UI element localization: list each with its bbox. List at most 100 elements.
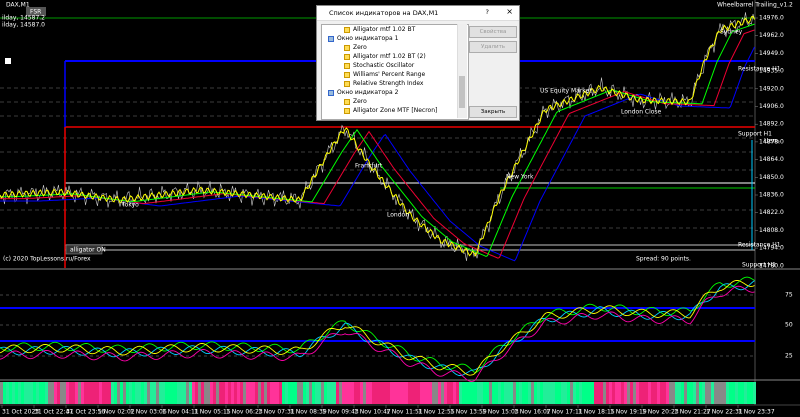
tree-item[interactable]: Окно индикатора 2 [322,88,468,97]
zone-bar [687,382,690,404]
zone-bar [87,382,90,404]
zone-bar [708,382,711,404]
zone-bar [117,382,120,404]
zone-bar [663,382,666,404]
zone-bar [678,382,681,404]
zone-bar [693,382,696,404]
zone-bar [546,382,549,404]
zone-bar [531,382,534,404]
white-marker [5,58,11,64]
time-label: 1 Nov 06:23 [226,409,263,416]
zone-bar [558,382,561,404]
zone-bar [51,382,54,404]
badge: FSR [30,9,41,16]
properties-button[interactable]: Свойства [469,26,517,38]
tree-item[interactable]: Williams' Percent Range [322,70,468,79]
zone-bar [579,382,582,404]
symbol: DAX,M1 [6,2,30,9]
zone-bar [123,382,126,404]
zone-bar [153,382,156,404]
zone-bar [537,382,540,404]
zone-bar [591,382,594,404]
zone-bar [150,382,153,404]
zone-bar [690,382,693,404]
tree-item[interactable]: Zero [322,97,468,106]
zone-bar [525,382,528,404]
zone-bar [285,382,288,404]
item-label: Zero [353,44,367,51]
zone-bar [372,382,375,404]
zone-bar [456,382,459,404]
zone-bar [360,382,363,404]
tree-item[interactable]: Stochastic Oscillator [322,61,468,70]
zone-bar [210,382,213,404]
item-icon [328,89,334,96]
zone-bar [390,382,393,404]
time-label: 31 Oct 23:56 [66,409,105,416]
zone-bar [621,382,624,404]
zone-bar [147,382,150,404]
zone-bar [183,382,186,404]
zone-bar [228,382,231,404]
zone-bar [21,382,24,404]
zone-bar [606,382,609,404]
session-label: Sydney [720,29,743,36]
zone-bar [444,382,447,404]
zone-bar [465,382,468,404]
zone-bar [744,382,747,404]
zone-bar [351,382,354,404]
zone-bar [12,382,15,404]
zone-bar [555,382,558,404]
zone-bar [303,382,306,404]
zone-bar [96,382,99,404]
zone-bar [129,382,132,404]
price-label: 14906.0 [759,103,784,110]
time-label: 1 Nov 04:11 [162,409,199,416]
time-label: 31 Oct 22:47 [34,409,73,416]
tree-item[interactable]: Alligator mtf 1.02 BT [322,25,468,34]
zone-bar [159,382,162,404]
zone-bar [168,382,171,404]
zone-bar [81,382,84,404]
zone-bar [339,382,342,404]
zone-bar [267,382,270,404]
zone-bar [177,382,180,404]
close-x[interactable]: × [506,7,513,16]
help-button[interactable]: ? [485,8,489,16]
zone-bar [642,382,645,404]
zone-bar [576,382,579,404]
tree-item[interactable]: Alligator Zone MTF [Necron] [322,106,468,115]
delete-button[interactable]: Удалить [469,41,517,53]
zone-bar [108,382,111,404]
scroll-thumb[interactable] [459,76,465,108]
item-icon [344,71,350,78]
zone-bar [288,382,291,404]
zone-bar [174,382,177,404]
zone-bar [753,382,756,404]
zone-bar [462,382,465,404]
zone-bar [99,382,102,404]
session-label: Tokyo [121,202,139,209]
price-label: 14949.0 [759,50,784,57]
tree-item[interactable]: Alligator mtf 1.02 BT (2) [322,52,468,61]
zone-bar [57,382,60,404]
tree-item[interactable]: Окно индикатора 1 [322,34,468,43]
zone-bar [681,382,684,404]
zone-bar [171,382,174,404]
zone-bar [3,382,6,404]
alligator-button-bg[interactable] [65,244,103,255]
session-label: London Close [621,109,662,116]
close-button[interactable]: Закрыть [469,106,517,118]
zone-bar [468,382,471,404]
time-label: 1 Nov 03:06 [130,409,167,416]
zone-bar [729,382,732,404]
zone-bar [567,382,570,404]
item-label: Окно индикатора 2 [337,89,399,96]
zone-bar [564,382,567,404]
time-label: 1 Nov 18:15 [578,409,615,416]
time-label: 1 Nov 21:27 [674,409,711,416]
tree-item[interactable]: Zero [322,43,468,52]
tree-item[interactable]: Relative Strength Index [322,79,468,88]
zone-bar [291,382,294,404]
